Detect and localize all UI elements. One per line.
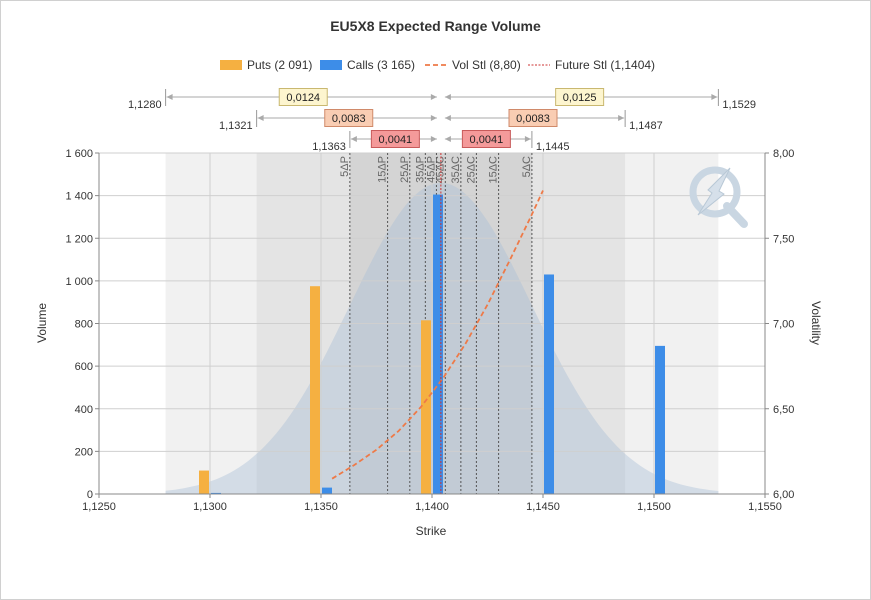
- range-width-left-box: [278, 88, 328, 106]
- call-bar: [433, 194, 443, 494]
- put-bar: [310, 286, 320, 494]
- delta-label: 15ΔP: [377, 156, 389, 183]
- legend-label: Vol Stl (8,80): [452, 58, 521, 72]
- y-tick-label: 0: [87, 489, 93, 501]
- range-left-label: 1,1363: [312, 141, 346, 153]
- chart-title: EU5X8 Expected Range Volume: [330, 18, 541, 34]
- legend-swatch: [320, 60, 342, 70]
- range-width-right-box: [555, 88, 605, 106]
- axes: 1,1250 1,1300 1,1350 1,1400 1,1450 1,1500 1,15…: [65, 148, 794, 513]
- range-width-left-box: [370, 130, 420, 148]
- y2-tick-label: 8,00: [773, 148, 794, 160]
- range-arrow: [430, 115, 437, 121]
- delta-label: 25ΔP: [399, 156, 411, 183]
- put-bar: [199, 470, 209, 494]
- range-width-left-label: 0,0124: [286, 92, 320, 104]
- y-tick-label: 600: [75, 361, 93, 373]
- range-width-left-label: 0,0083: [332, 113, 366, 125]
- range-brackets: 1,1280 1,1529 0,0124 0,0125 1,1321 1,1487 0,00…: [128, 88, 756, 153]
- range-arrow: [430, 136, 437, 142]
- bars: [199, 194, 665, 494]
- x-tick-label: 1,1300: [193, 501, 227, 513]
- delta-label: 35ΔC: [450, 156, 462, 184]
- x-tick-label: 1,1350: [304, 501, 338, 513]
- y2-tick-label: 6,00: [773, 489, 794, 501]
- y2-tick-label: 7,00: [773, 319, 794, 331]
- legend: Puts (2 091) Calls (3 165) Vol Stl (8,80) F…: [220, 58, 655, 72]
- logo-tail: [723, 202, 748, 228]
- gridlines: [98, 152, 766, 495]
- legend-label: Future Stl (1,1404): [555, 58, 655, 72]
- y-axis-label: Volume: [35, 303, 49, 343]
- x-tick-label: 1,1250: [82, 501, 116, 513]
- delta-label: 5ΔP: [339, 156, 351, 177]
- range-arrow: [444, 94, 451, 100]
- y-tick-label: 1 400: [65, 191, 93, 203]
- range-width-right-label: 0,0083: [516, 113, 550, 125]
- range-left-label: 1,1280: [128, 99, 162, 111]
- logo-ring: [689, 166, 741, 218]
- y-tick-label: 800: [75, 319, 93, 331]
- range-width-left-box: [324, 109, 374, 127]
- call-bar: [655, 345, 665, 494]
- call-bar: [322, 487, 332, 494]
- y-tick-label: 1 600: [65, 148, 93, 160]
- legend-swatch: [220, 60, 242, 70]
- y-tick-label: 1 000: [65, 276, 93, 288]
- put-bar: [421, 320, 431, 494]
- x-tick-label: 1,1550: [748, 501, 782, 513]
- range-right-label: 1,1445: [536, 141, 570, 153]
- range-left-label: 1,1321: [219, 120, 253, 132]
- range-arrow: [166, 94, 173, 100]
- call-bar: [544, 274, 554, 494]
- y-tick-label: 200: [75, 446, 93, 458]
- delta-label: 5ΔC: [521, 156, 533, 177]
- vol-curve: [331, 190, 544, 480]
- y2-tick-label: 6,50: [773, 404, 794, 416]
- watermark-logo: [689, 166, 748, 228]
- y-tick-label: 400: [75, 404, 93, 416]
- y2-axis-label: Volatility: [809, 301, 823, 345]
- range-right-label: 1,1529: [722, 99, 756, 111]
- call-bar: [211, 492, 221, 494]
- x-tick-label: 1,1400: [415, 501, 449, 513]
- range-arrow: [257, 115, 264, 121]
- vol-stl-line: [331, 190, 544, 480]
- delta-label: 25ΔC: [465, 156, 477, 184]
- range-arrow: [711, 94, 718, 100]
- delta-label: 35ΔP: [414, 156, 426, 183]
- legend-label: Calls (3 165): [347, 58, 415, 72]
- range-width-right-label: 0,0125: [563, 92, 597, 104]
- x-tick-label: 1,1500: [637, 501, 671, 513]
- delta-label: 45ΔC: [434, 156, 446, 184]
- legend-label: Puts (2 091): [247, 58, 312, 72]
- range-width-right-label: 0,0041: [470, 134, 504, 146]
- range-arrow: [524, 136, 531, 142]
- delta-label: 15ΔC: [488, 156, 500, 184]
- range-arrow: [444, 115, 451, 121]
- range-right-label: 1,1487: [629, 120, 663, 132]
- range-arrow: [618, 115, 625, 121]
- delta-label: 45ΔP: [425, 156, 437, 183]
- x-tick-label: 1,1450: [526, 501, 560, 513]
- range-width-right-box: [461, 130, 511, 148]
- range-arrow: [430, 94, 437, 100]
- logo-bolt: [697, 167, 731, 216]
- y2-tick-label: 7,50: [773, 233, 794, 245]
- x-axis-label: Strike: [416, 524, 447, 538]
- range-arrow: [444, 136, 451, 142]
- range-width-left-label: 0,0041: [379, 134, 413, 146]
- range-width-right-box: [508, 109, 558, 127]
- range-arrow: [350, 136, 357, 142]
- y-tick-label: 1 200: [65, 233, 93, 245]
